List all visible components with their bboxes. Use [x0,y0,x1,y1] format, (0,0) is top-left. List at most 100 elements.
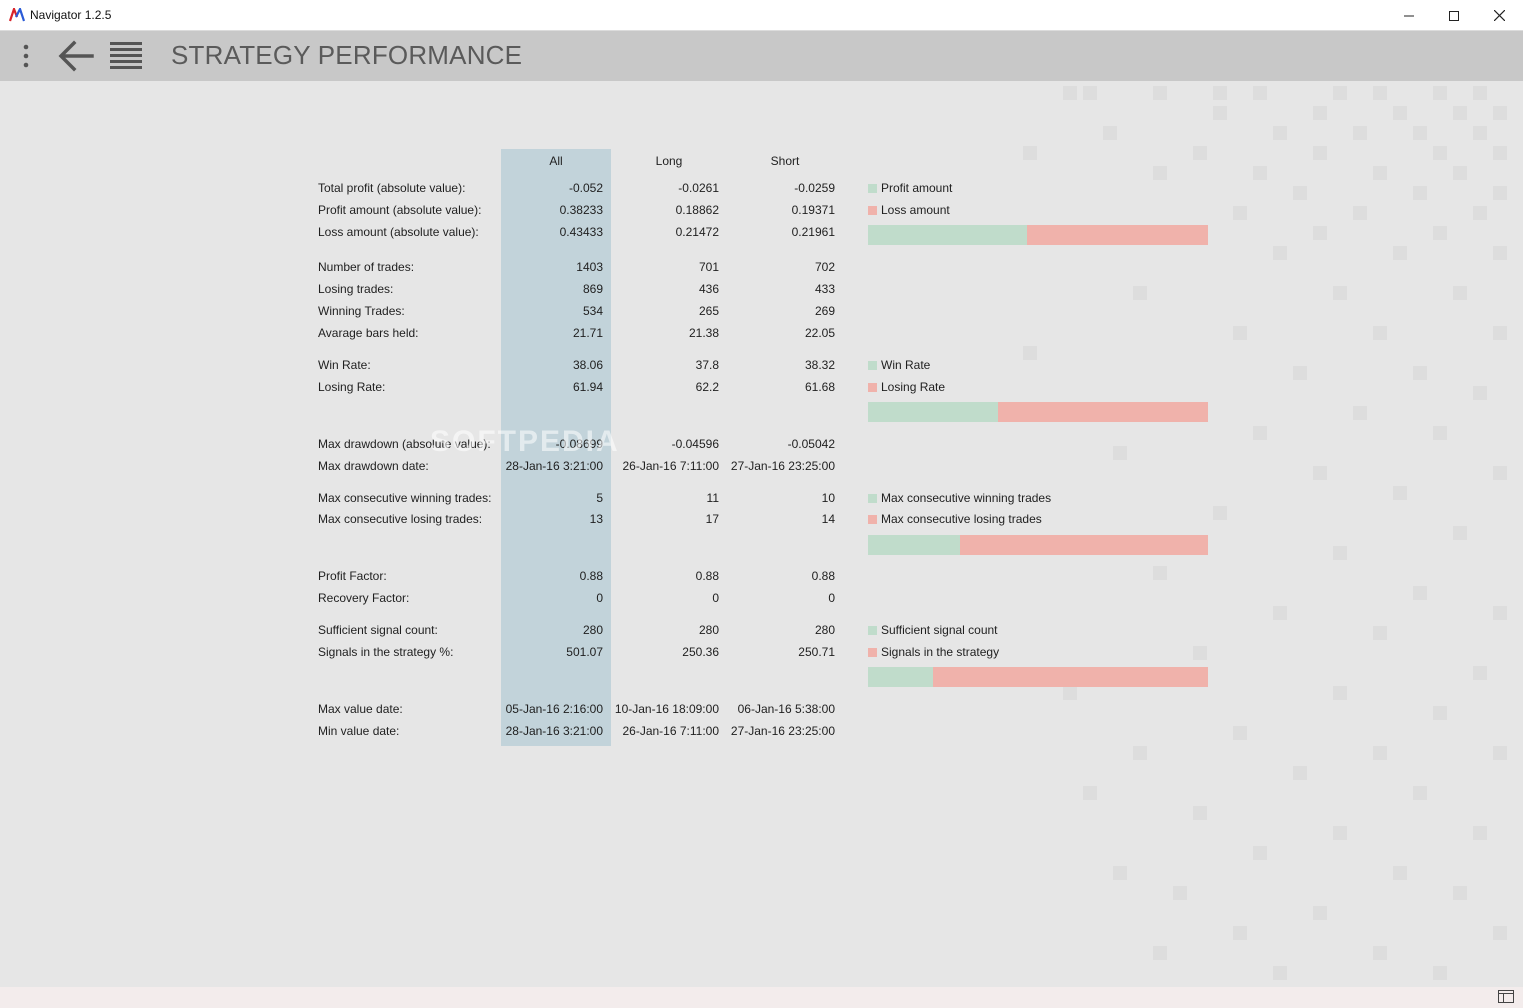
cell-short: 280 [814,623,835,637]
legend-green: Max consecutive winning trades [868,491,1051,505]
legend-swatch-red [868,205,877,215]
legend-label: Win Rate [881,358,931,372]
row-label: Max consecutive winning trades: [318,491,492,505]
row-label: Loss amount (absolute value): [318,225,479,239]
legend-green: Profit amount [868,181,952,195]
status-bar [0,987,1523,1008]
legend-label: Signals in the strategy [881,645,1000,659]
ratio-bar-green-segment [868,225,1028,245]
legend-label: Max consecutive winning trades [881,491,1052,505]
close-button[interactable] [1476,0,1522,31]
app-header: STRATEGY PERFORMANCE [0,31,1523,81]
cell-long: 0.88 [695,569,719,583]
cell-long: 0.21472 [675,225,719,239]
cell-all: -0.08699 [555,437,603,451]
ratio-bar-green-segment [868,667,933,687]
cell-long: 436 [698,282,719,296]
legend-green: Sufficient signal count [868,623,998,637]
row-label: Winning Trades: [318,304,405,318]
ratio-bar [868,402,1208,422]
cell-all: 13 [589,512,603,526]
legend-swatch-red [868,647,877,657]
ratio-bar-red-segment [959,535,1208,555]
ratio-bar-red-segment [932,667,1208,687]
window-titlebar: Navigator 1.2.5 [0,0,1523,31]
row-label: Recovery Factor: [318,591,410,605]
legend-red: Loss amount [868,203,950,217]
cell-all: 534 [582,304,603,318]
cell-all: 21.71 [572,326,603,340]
legend-swatch-green [868,493,877,503]
column-header-long: Long [655,154,683,168]
cell-short: 0.88 [811,569,835,583]
legend-green: Win Rate [868,358,930,372]
cell-short: 702 [814,260,835,274]
list-icon[interactable] [108,40,144,72]
cell-all: 501.07 [566,645,603,659]
cell-long: 17 [705,512,719,526]
legend-swatch-red [868,514,877,524]
softpedia-watermark: SOFTPEDIA [430,425,620,458]
legend-swatch-green [868,625,877,635]
ratio-bar [868,535,1208,555]
legend-label: Losing Rate [881,380,946,394]
cell-all: 0 [596,591,603,605]
cell-long: 21.38 [688,326,719,340]
minimize-button[interactable] [1386,0,1432,31]
row-label: Profit Factor: [318,569,387,583]
cell-long: 250.36 [682,645,719,659]
all-column-highlight [501,149,611,746]
cell-short: 0.21961 [791,225,835,239]
ratio-bar-red-segment [1027,225,1208,245]
ratio-bar [868,225,1208,245]
cell-all: 28-Jan-16 3:21:00 [505,459,603,473]
cell-short: 269 [814,304,835,318]
cell-all: 05-Jan-16 2:16:00 [505,702,603,716]
row-label: Number of trades: [318,260,415,274]
window-title: Navigator 1.2.5 [30,8,112,22]
row-label: Win Rate: [318,358,371,372]
cell-short: 27-Jan-16 23:25:00 [730,459,835,473]
row-label: Min value date: [318,724,400,738]
cell-short: 14 [821,512,835,526]
cell-all: 5 [596,491,603,505]
cell-all: -0.052 [568,181,603,195]
cell-all: 61.94 [572,380,603,394]
cell-all: 0.38233 [559,203,603,217]
legend-swatch-green [868,360,877,370]
cell-short: 27-Jan-16 23:25:00 [730,724,835,738]
cell-all: 0.88 [579,569,603,583]
cell-all: 38.06 [572,358,603,372]
row-label: Max consecutive losing trades: [318,512,483,526]
close-icon [1493,10,1505,21]
legend-label: Loss amount [881,203,950,217]
cell-short: 10 [821,491,835,505]
ratio-bar-red-segment [997,402,1208,422]
back-arrow-icon[interactable] [56,39,96,73]
window-layout-icon[interactable] [1498,990,1514,1003]
legend-red: Signals in the strategy [868,645,999,659]
row-label: Losing trades: [318,282,394,296]
row-label: Signals in the strategy %: [318,645,454,659]
cell-all: 869 [582,282,603,296]
cell-long: -0.0261 [678,181,719,195]
cell-short: 0 [828,591,835,605]
cell-long: 701 [698,260,719,274]
cell-short: 250.71 [798,645,835,659]
more-vertical-icon[interactable] [18,43,34,69]
row-label: Max drawdown date: [318,459,429,473]
maximize-button[interactable] [1431,0,1477,31]
cell-short: 06-Jan-16 5:38:00 [737,702,835,716]
row-label: Max drawdown (absolute value): [318,437,491,451]
cell-long: -0.04596 [671,437,719,451]
cell-long: 265 [698,304,719,318]
cell-long: 0.18862 [675,203,719,217]
cell-long: 62.2 [695,380,719,394]
minimize-icon [1404,15,1414,16]
cell-short: 433 [814,282,835,296]
cell-short: 38.32 [804,358,835,372]
row-label: Sufficient signal count: [318,623,438,637]
column-header-all: All [549,154,563,168]
cell-all: 28-Jan-16 3:21:00 [505,724,603,738]
legend-red: Max consecutive losing trades [868,512,1042,526]
